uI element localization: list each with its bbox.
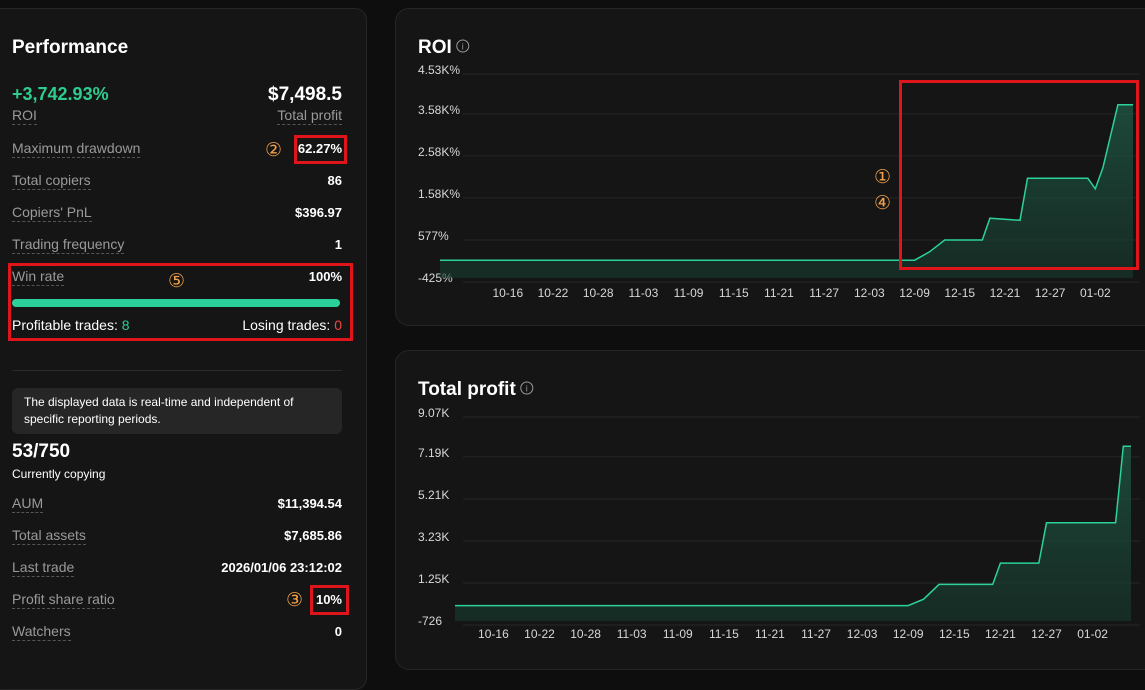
y-tick-label: 2.58K% bbox=[418, 145, 460, 159]
stat-value: 10% bbox=[315, 592, 342, 607]
x-tick-label: 12-21 bbox=[990, 286, 1021, 300]
x-tick-label: 11-15 bbox=[709, 627, 739, 641]
x-tick-label: 12-15 bbox=[939, 627, 970, 641]
y-tick-label: 7.19K bbox=[418, 446, 449, 460]
profitable-label: Profitable trades: bbox=[12, 317, 118, 333]
page: Performance +3,742.93% ROI $7,498.5 Tota… bbox=[0, 8, 1145, 690]
y-tick-label: 4.53K% bbox=[418, 63, 460, 77]
line bbox=[455, 445, 1131, 607]
x-tick-label: 10-16 bbox=[492, 286, 523, 300]
y-tick-label: 5.21K bbox=[418, 488, 449, 502]
x-tick-label: 11-03 bbox=[628, 286, 658, 300]
x-tick-label: 12-15 bbox=[944, 286, 975, 300]
losing-count: 0 bbox=[334, 317, 342, 333]
chart-title: ROI bbox=[418, 37, 452, 58]
note: The displayed data is real-time and inde… bbox=[12, 388, 342, 434]
chart-title: Total profit bbox=[418, 379, 516, 400]
x-tick-label: 11-03 bbox=[617, 627, 647, 641]
info-icon bbox=[520, 381, 534, 395]
x-tick-label: 11-21 bbox=[764, 286, 794, 300]
y-tick-label: 577% bbox=[418, 229, 449, 243]
x-tick-label: 10-22 bbox=[524, 627, 555, 641]
profitable-trades: Profitable trades: 8 bbox=[12, 317, 130, 333]
x-tick-label: 12-21 bbox=[985, 627, 1016, 641]
x-tick-label: 12-27 bbox=[1031, 627, 1062, 641]
x-tick-label: 12-03 bbox=[854, 286, 885, 300]
stat-label: Copiers' PnL bbox=[12, 204, 92, 222]
highlight-box bbox=[310, 585, 349, 615]
annotation: ④ bbox=[874, 193, 892, 214]
panel-title: Performance bbox=[12, 37, 129, 58]
info-icon-glyph: i bbox=[462, 42, 464, 52]
x-tick-label: 12-03 bbox=[847, 627, 878, 641]
win-rate-value: 100% bbox=[308, 269, 342, 284]
x-tick-label: 11-09 bbox=[674, 286, 704, 300]
stat-label: Trading frequency bbox=[12, 236, 125, 254]
highlight-box bbox=[294, 135, 347, 164]
info-icon bbox=[456, 39, 470, 53]
win-rate-label: Win rate bbox=[12, 268, 65, 286]
x-tick-label: 11-09 bbox=[663, 627, 693, 641]
x-tick-label: 01-02 bbox=[1077, 627, 1108, 641]
profit-value: $7,498.5 bbox=[268, 84, 342, 105]
y-tick-label: 3.58K% bbox=[418, 103, 460, 117]
win-rate-bar bbox=[12, 299, 340, 307]
stat-label: AUM bbox=[12, 495, 44, 513]
roi-value: +3,742.93% bbox=[12, 84, 109, 104]
info-icon-glyph: i bbox=[526, 384, 528, 394]
area-fill bbox=[455, 446, 1131, 621]
x-tick-label: 11-27 bbox=[801, 627, 831, 641]
profit-label: Total profit bbox=[277, 107, 342, 125]
stat-label: Profit share ratio bbox=[12, 591, 115, 609]
win-rate-track bbox=[12, 299, 340, 307]
x-tick-label: 11-15 bbox=[719, 286, 749, 300]
roi-label: ROI bbox=[12, 107, 37, 125]
stat-label: Total assets bbox=[12, 527, 86, 545]
annotation: ① bbox=[874, 167, 892, 188]
x-tick-label: 12-09 bbox=[899, 286, 930, 300]
y-tick-label: 1.25K bbox=[418, 572, 449, 586]
stat-value: $11,394.54 bbox=[277, 496, 342, 511]
x-tick-label: 12-09 bbox=[893, 627, 924, 641]
x-tick-label: 10-28 bbox=[570, 627, 601, 641]
x-tick-label: 10-22 bbox=[538, 286, 569, 300]
y-tick-label: 9.07K bbox=[418, 406, 449, 420]
y-tick-label: 3.23K bbox=[418, 530, 449, 544]
stat-value: 2026/01/06 23:12:02 bbox=[221, 560, 342, 575]
stat-label: Total copiers bbox=[12, 172, 91, 190]
roi-chart: ROI i4.53K%3.58K%2.58K%1.58K%577%-425%10-… bbox=[418, 37, 1140, 300]
stat-value: 1 bbox=[334, 237, 342, 252]
x-tick-label: 01-02 bbox=[1080, 286, 1111, 300]
stat-value: 0 bbox=[334, 624, 342, 639]
stat-label: Maximum drawdown bbox=[12, 140, 141, 158]
stat-label: Last trade bbox=[12, 559, 75, 577]
y-tick-label: 1.58K% bbox=[418, 187, 460, 201]
highlight-box bbox=[899, 80, 1139, 270]
y-tick-label: -726 bbox=[418, 614, 442, 628]
profitable-count: 8 bbox=[121, 317, 130, 333]
annotation: ⑤ bbox=[168, 271, 186, 292]
highlight-box bbox=[8, 263, 353, 341]
stat-value: $7,685.86 bbox=[284, 528, 342, 543]
x-tick-label: 11-27 bbox=[809, 286, 839, 300]
profit-chart: Total profit i 9.07K 7.19K 5.21K 3.23K 1.25K -7… bbox=[418, 379, 1140, 641]
x-tick-label: 12-27 bbox=[1035, 286, 1066, 300]
annotation: ③ bbox=[286, 590, 304, 611]
stat-value: 62.27% bbox=[297, 141, 342, 156]
losing-label: Losing trades: bbox=[242, 317, 331, 333]
losing-trades: Losing trades: 0 bbox=[242, 317, 342, 333]
stat-value: 86 bbox=[327, 173, 342, 188]
annotation: ② bbox=[265, 140, 283, 161]
copying-label: Currently copying bbox=[12, 467, 106, 481]
x-tick-label: 10-28 bbox=[583, 286, 614, 300]
stat-label: Watchers bbox=[12, 623, 71, 641]
x-tick-label: 11-21 bbox=[755, 627, 785, 641]
x-tick-label: 10-16 bbox=[478, 627, 509, 641]
line bbox=[440, 104, 1133, 261]
divider bbox=[12, 370, 342, 371]
stat-value: $396.97 bbox=[295, 205, 342, 220]
copying-value: 53/750 bbox=[12, 441, 71, 462]
